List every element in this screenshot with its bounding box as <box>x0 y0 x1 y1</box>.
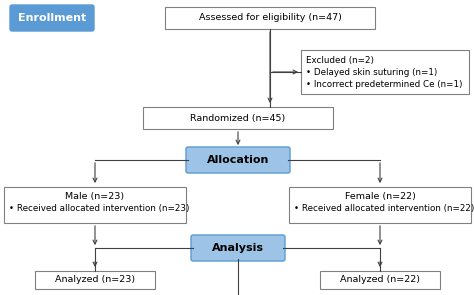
Bar <box>301 50 469 94</box>
Text: Excluded (n=2)
• Delayed skin suturing (n=1)
• Incorrect predetermined Ce (n=1): Excluded (n=2) • Delayed skin suturing (… <box>306 56 463 88</box>
Text: • Received allocated intervention (n=23): • Received allocated intervention (n=23) <box>9 204 190 214</box>
Text: Assessed for eligibility (n=47): Assessed for eligibility (n=47) <box>199 14 341 22</box>
Text: Allocation: Allocation <box>207 155 269 165</box>
Text: Randomized (n=45): Randomized (n=45) <box>191 114 286 122</box>
Text: Analyzed (n=22): Analyzed (n=22) <box>340 276 420 284</box>
Text: Male (n=23): Male (n=23) <box>65 193 125 201</box>
Bar <box>35 271 155 289</box>
FancyBboxPatch shape <box>191 235 285 261</box>
Text: • Received allocated intervention (n=22): • Received allocated intervention (n=22) <box>294 204 474 214</box>
Text: Analysis: Analysis <box>212 243 264 253</box>
Text: Female (n=22): Female (n=22) <box>345 193 415 201</box>
Text: Enrollment: Enrollment <box>18 13 86 23</box>
Bar <box>165 7 375 29</box>
Text: Analyzed (n=23): Analyzed (n=23) <box>55 276 135 284</box>
FancyBboxPatch shape <box>186 147 290 173</box>
FancyBboxPatch shape <box>10 5 94 31</box>
Bar <box>4 187 186 223</box>
Bar <box>289 187 471 223</box>
Bar <box>143 107 333 129</box>
Bar <box>320 271 440 289</box>
